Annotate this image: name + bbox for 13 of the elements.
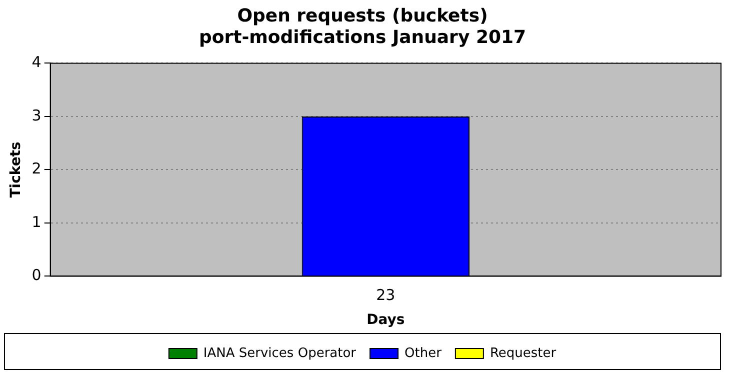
- y-tick-label: 0: [32, 266, 42, 284]
- legend-label: Other: [404, 346, 442, 361]
- x-tick-label: 23: [376, 286, 396, 304]
- y-tick-label: 2: [32, 160, 42, 178]
- legend-label: IANA Services Operator: [203, 346, 357, 361]
- legend-label: Requester: [490, 346, 557, 361]
- chart-title: Open requests (buckets): [237, 5, 488, 26]
- chart-subtitle: port-modifications January 2017: [198, 27, 526, 48]
- y-tick-label: 3: [32, 106, 42, 124]
- y-axis-title: Tickets: [8, 142, 24, 198]
- x-axis-title: Days: [366, 312, 405, 328]
- y-tick-label: 4: [32, 53, 42, 72]
- y-tick-label: 1: [32, 212, 42, 231]
